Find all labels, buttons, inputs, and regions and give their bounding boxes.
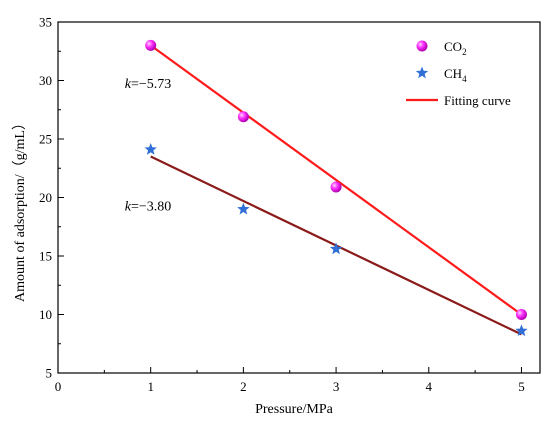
slope-annotations: k=−5.73k=−3.80	[125, 77, 172, 215]
x-axis-title: Pressure/MPa	[255, 402, 334, 417]
plot-border	[57, 21, 541, 374]
x-tick-label: 5	[518, 379, 525, 394]
y-tick-label: 35	[39, 15, 52, 30]
ch4-point	[515, 324, 528, 337]
legend-label-fit: Fitting curve	[444, 93, 511, 108]
y-axis-title: Amount of adsorption/（g/mL）	[12, 116, 28, 302]
data-markers	[144, 39, 528, 337]
x-tick-label: 1	[147, 379, 154, 394]
ch4-point	[237, 202, 250, 215]
x-tick-label: 2	[240, 379, 247, 394]
co2-point	[330, 181, 342, 193]
plot-frame: 0 1 2 3 4 5 5 10 15 20 25 30 35	[39, 15, 541, 394]
x-tick-label: 3	[333, 379, 340, 394]
ch4-point	[144, 143, 157, 155]
y-tick-label: 30	[39, 73, 52, 88]
slope-value: =−3.80	[131, 200, 171, 215]
ch4-point	[329, 242, 343, 255]
y-tick-label: 15	[39, 249, 52, 264]
x-tick-label: 4	[426, 379, 433, 394]
slope-label: k=−3.80	[125, 200, 172, 215]
co2-point	[145, 39, 157, 51]
slope-symbol: k	[125, 77, 132, 92]
legend-co2-marker	[416, 40, 428, 52]
fit-line-co2	[150, 44, 523, 316]
legend-label-subscript: 4	[462, 74, 467, 84]
legend-ch4-marker	[415, 66, 429, 79]
y-tick-label: 10	[39, 307, 52, 322]
y-tick-label: 20	[39, 190, 52, 205]
y-tick-label: 25	[39, 132, 52, 147]
legend-label-subscript: 2	[462, 47, 467, 57]
co2-point	[237, 111, 249, 123]
co2-point	[515, 309, 527, 320]
legend-label: CH4	[444, 66, 467, 84]
legend-label-name: CO	[444, 39, 462, 54]
slope-label: k=−5.73	[125, 77, 172, 92]
x-tick-label: 0	[55, 379, 62, 394]
legend-label: CO2	[444, 39, 467, 57]
slope-symbol: k	[125, 200, 132, 215]
legend-label-name: CH	[444, 66, 462, 81]
y-tick-label: 5	[46, 366, 53, 381]
slope-value: =−5.73	[131, 77, 171, 92]
